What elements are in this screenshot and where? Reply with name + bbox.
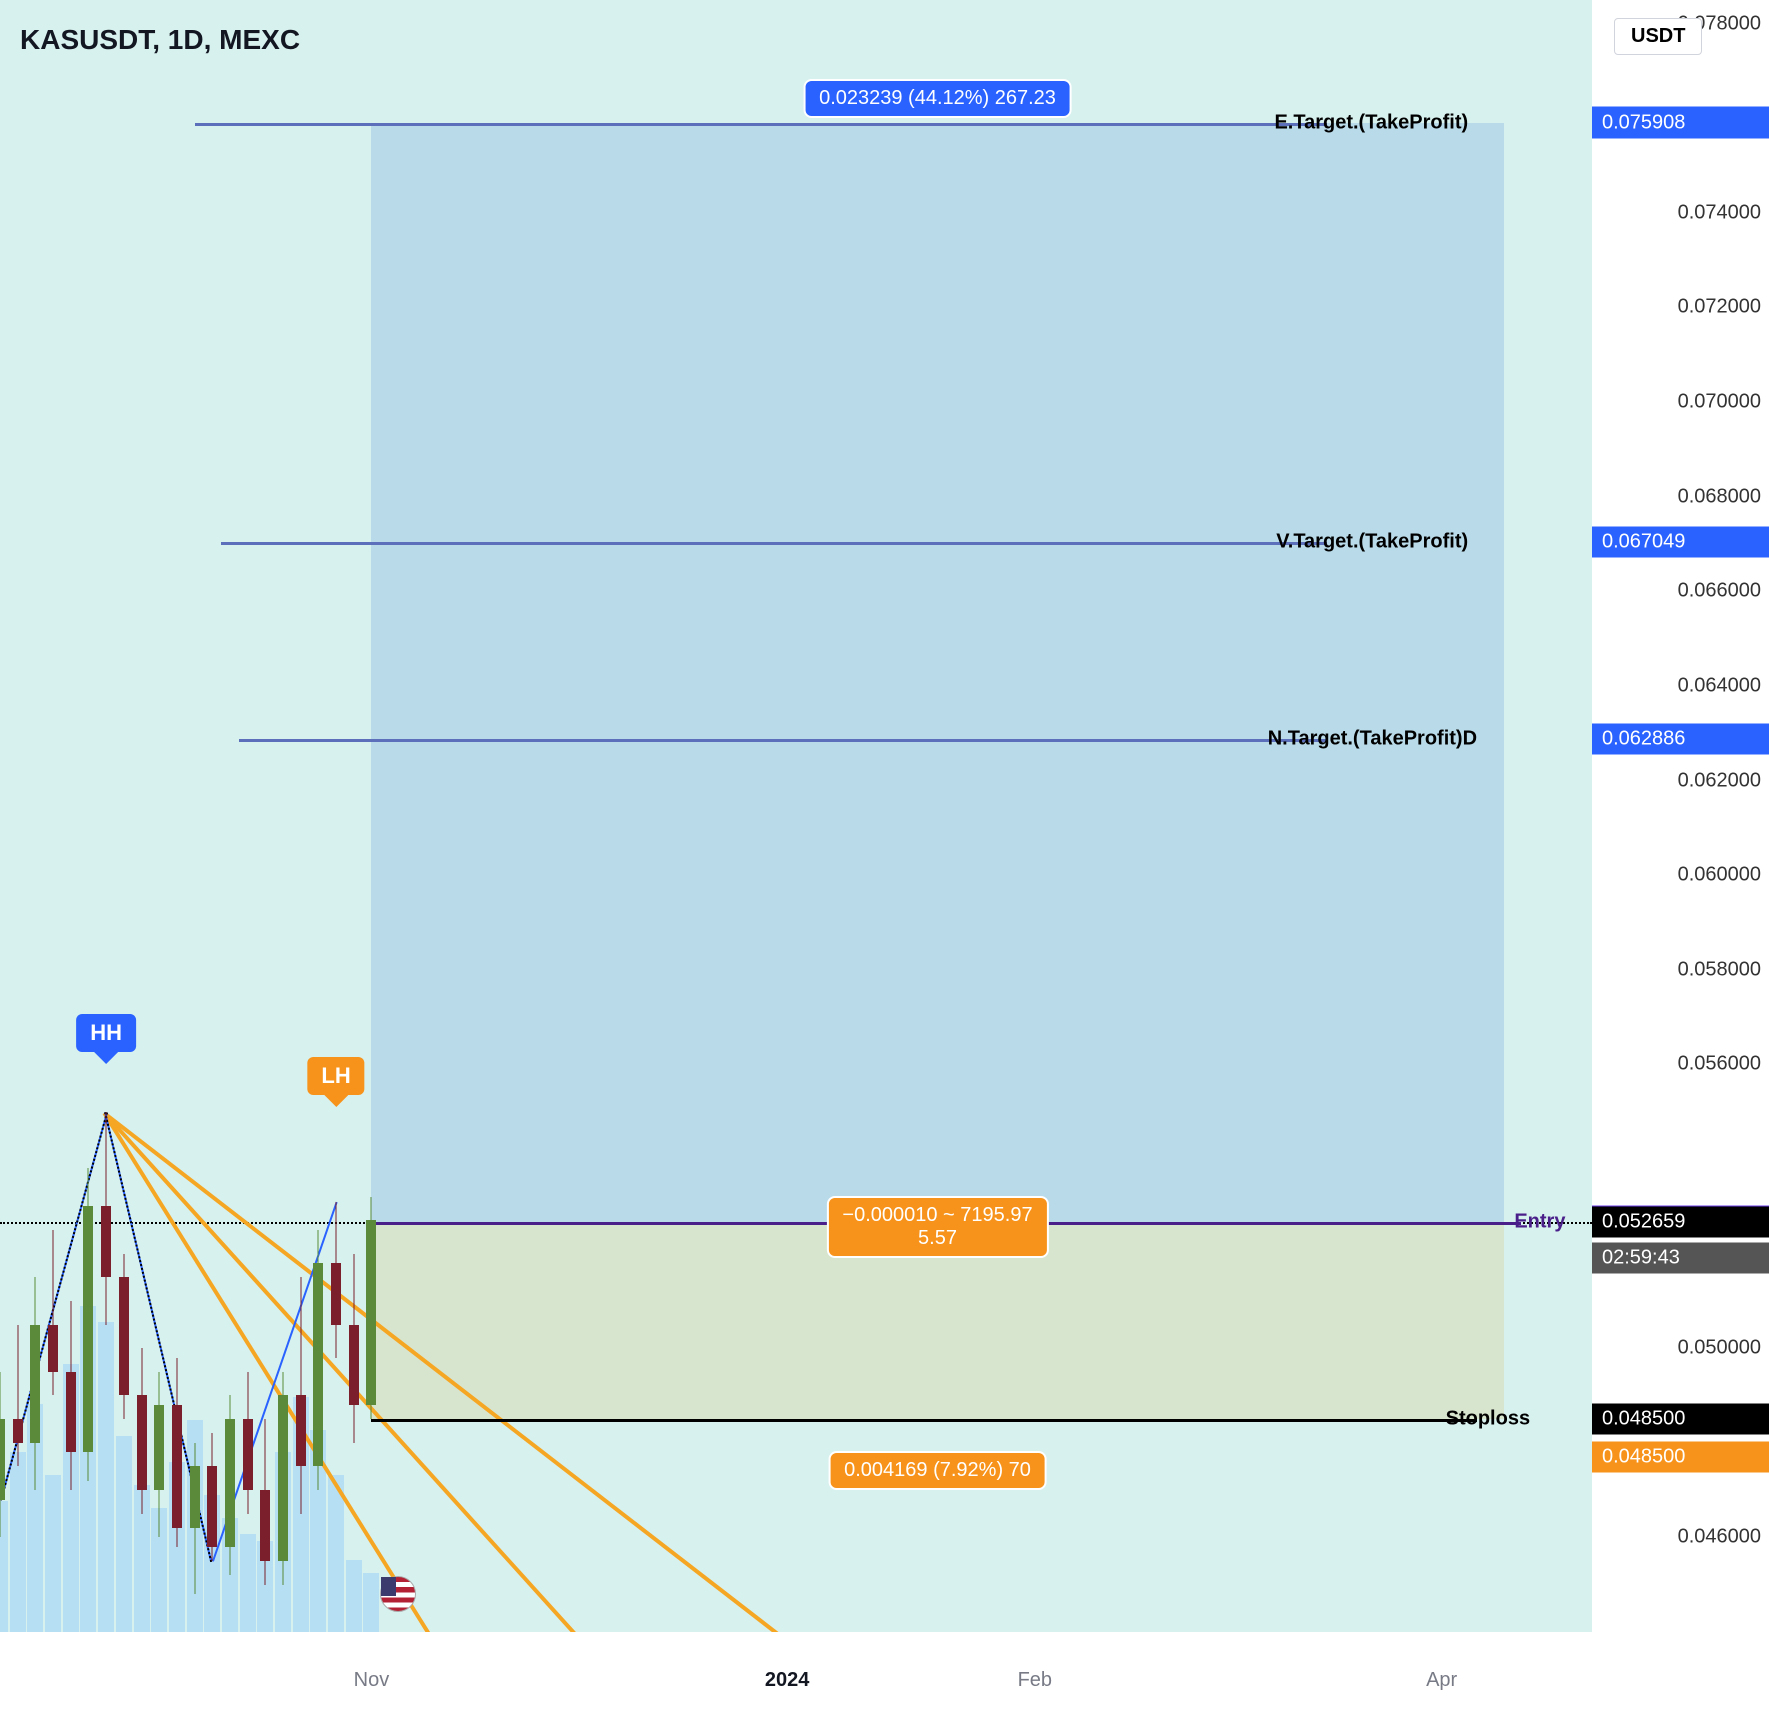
line-label: E.Target.(TakeProfit) bbox=[1274, 111, 1468, 134]
us-flag-icon bbox=[380, 1576, 416, 1612]
candle[interactable] bbox=[48, 0, 58, 1632]
y-tick: 0.056000 bbox=[1678, 1053, 1761, 1076]
price-badge: 0.075908 bbox=[1592, 107, 1769, 138]
candle[interactable] bbox=[101, 0, 111, 1632]
candle[interactable] bbox=[137, 0, 147, 1632]
price-zone bbox=[371, 123, 1503, 1222]
y-tick: 0.066000 bbox=[1678, 580, 1761, 603]
measurement-pill[interactable]: 0.004169 (7.92%) 70 bbox=[828, 1451, 1047, 1490]
candle[interactable] bbox=[278, 0, 288, 1632]
y-tick: 0.064000 bbox=[1678, 674, 1761, 697]
candle[interactable] bbox=[243, 0, 253, 1632]
candle[interactable] bbox=[0, 0, 5, 1632]
y-tick: 0.074000 bbox=[1678, 201, 1761, 224]
y-tick: 0.058000 bbox=[1678, 958, 1761, 981]
chart-title: KASUSDT, 1D, MEXC bbox=[20, 24, 300, 56]
horizontal-line[interactable] bbox=[195, 123, 1327, 126]
measurement-pill[interactable]: −0.000010 ~ 7195.975.57 bbox=[826, 1196, 1048, 1258]
candle[interactable] bbox=[83, 0, 93, 1632]
price-badge: 02:59:43 bbox=[1592, 1243, 1769, 1274]
y-tick: 0.072000 bbox=[1678, 296, 1761, 319]
horizontal-line[interactable] bbox=[239, 739, 1327, 742]
x-tick: 2024 bbox=[765, 1669, 810, 1692]
candle[interactable] bbox=[225, 0, 235, 1632]
candle[interactable] bbox=[349, 0, 359, 1632]
price-badge: 0.067049 bbox=[1592, 526, 1769, 557]
price-badge: 0.048500 bbox=[1592, 1404, 1769, 1435]
candle[interactable] bbox=[366, 0, 376, 1632]
line-label: Stoploss bbox=[1446, 1408, 1530, 1431]
price-badge: 0.048500 bbox=[1592, 1441, 1769, 1472]
candle[interactable] bbox=[190, 0, 200, 1632]
y-tick: 0.068000 bbox=[1678, 485, 1761, 508]
candle[interactable] bbox=[30, 0, 40, 1632]
pivot-tag[interactable]: LH bbox=[307, 1057, 364, 1095]
candle[interactable] bbox=[313, 0, 323, 1632]
x-tick: Nov bbox=[354, 1669, 390, 1692]
time-axis[interactable]: Nov 2024 Feb Apr bbox=[0, 1632, 1769, 1710]
horizontal-line[interactable] bbox=[221, 542, 1327, 545]
plot-area[interactable]: E.Target.(TakeProfit) V.Target.(TakeProfi… bbox=[0, 0, 1592, 1632]
candle[interactable] bbox=[172, 0, 182, 1632]
y-tick: 0.062000 bbox=[1678, 769, 1761, 792]
currency-badge[interactable]: USDT bbox=[1614, 18, 1702, 55]
candle[interactable] bbox=[207, 0, 217, 1632]
line-label: V.Target.(TakeProfit) bbox=[1276, 530, 1468, 553]
candle[interactable] bbox=[154, 0, 164, 1632]
horizontal-line[interactable] bbox=[371, 1419, 1477, 1422]
candle[interactable] bbox=[13, 0, 23, 1632]
price-badge: 0.052659 bbox=[1592, 1207, 1769, 1238]
y-tick: 0.046000 bbox=[1678, 1526, 1761, 1549]
y-tick: 0.070000 bbox=[1678, 391, 1761, 414]
x-tick: Feb bbox=[1018, 1669, 1052, 1692]
line-label: Entry bbox=[1514, 1210, 1565, 1233]
candle[interactable] bbox=[119, 0, 129, 1632]
x-tick: Apr bbox=[1426, 1669, 1457, 1692]
chart-container[interactable]: KASUSDT, 1D, MEXC USDT 0.0780000.0740000… bbox=[0, 0, 1769, 1710]
candle[interactable] bbox=[66, 0, 76, 1632]
pivot-tag[interactable]: HH bbox=[76, 1014, 136, 1052]
y-tick: 0.050000 bbox=[1678, 1337, 1761, 1360]
candle[interactable] bbox=[331, 0, 341, 1632]
y-tick: 0.060000 bbox=[1678, 864, 1761, 887]
candle[interactable] bbox=[296, 0, 306, 1632]
price-axis[interactable]: 0.0780000.0740000.0720000.0700000.068000… bbox=[1592, 0, 1769, 1710]
price-badge: 0.062886 bbox=[1592, 723, 1769, 754]
candle[interactable] bbox=[260, 0, 270, 1632]
line-label: N.Target.(TakeProfit)D bbox=[1268, 727, 1477, 750]
measurement-pill[interactable]: 0.023239 (44.12%) 267.23 bbox=[803, 79, 1072, 118]
